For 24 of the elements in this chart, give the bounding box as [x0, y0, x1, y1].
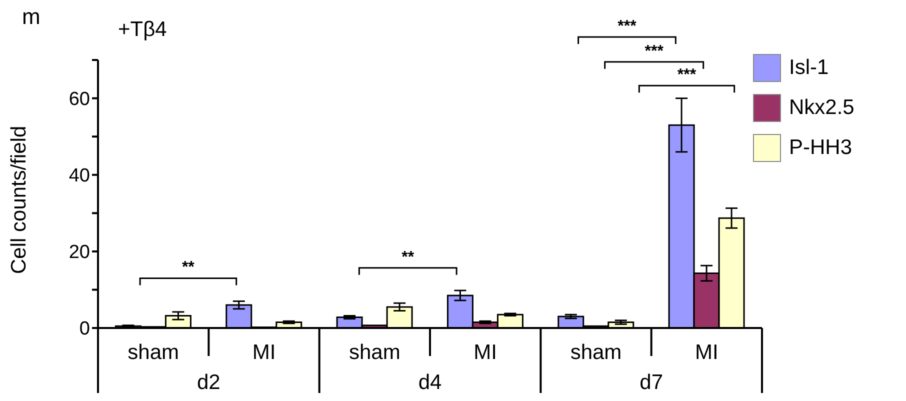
x-tick-label: MI [252, 340, 276, 364]
chart-title: +Tβ4 [118, 18, 168, 41]
text: *** [644, 42, 664, 60]
y-axis-title: Cell counts/field [7, 126, 30, 274]
text: d2 [196, 371, 220, 394]
legend-label: P-HH3 [789, 136, 852, 160]
x-tick-label: sham [128, 340, 180, 364]
text: d4 [418, 371, 442, 394]
y-tick-label: 60 [68, 89, 90, 110]
text: d7 [640, 371, 664, 394]
x-tick-label: MI [695, 340, 718, 364]
text: *** [618, 18, 638, 36]
y-tick-label: 0 [79, 318, 90, 340]
x-tick-label: sham [348, 340, 400, 364]
annotation: *** [677, 66, 697, 84]
annotation: ** [402, 248, 415, 266]
text: m [22, 4, 40, 29]
legend-label: Nkx2.5 [789, 96, 854, 120]
y-tick-label: 20 [68, 242, 90, 264]
y-tick-label: 40 [68, 166, 90, 187]
annotation: ** [182, 259, 196, 276]
x-tick-label: sham [570, 340, 622, 364]
x-tick-label: MI [474, 340, 497, 364]
legend-label: Isl-1 [789, 56, 829, 80]
